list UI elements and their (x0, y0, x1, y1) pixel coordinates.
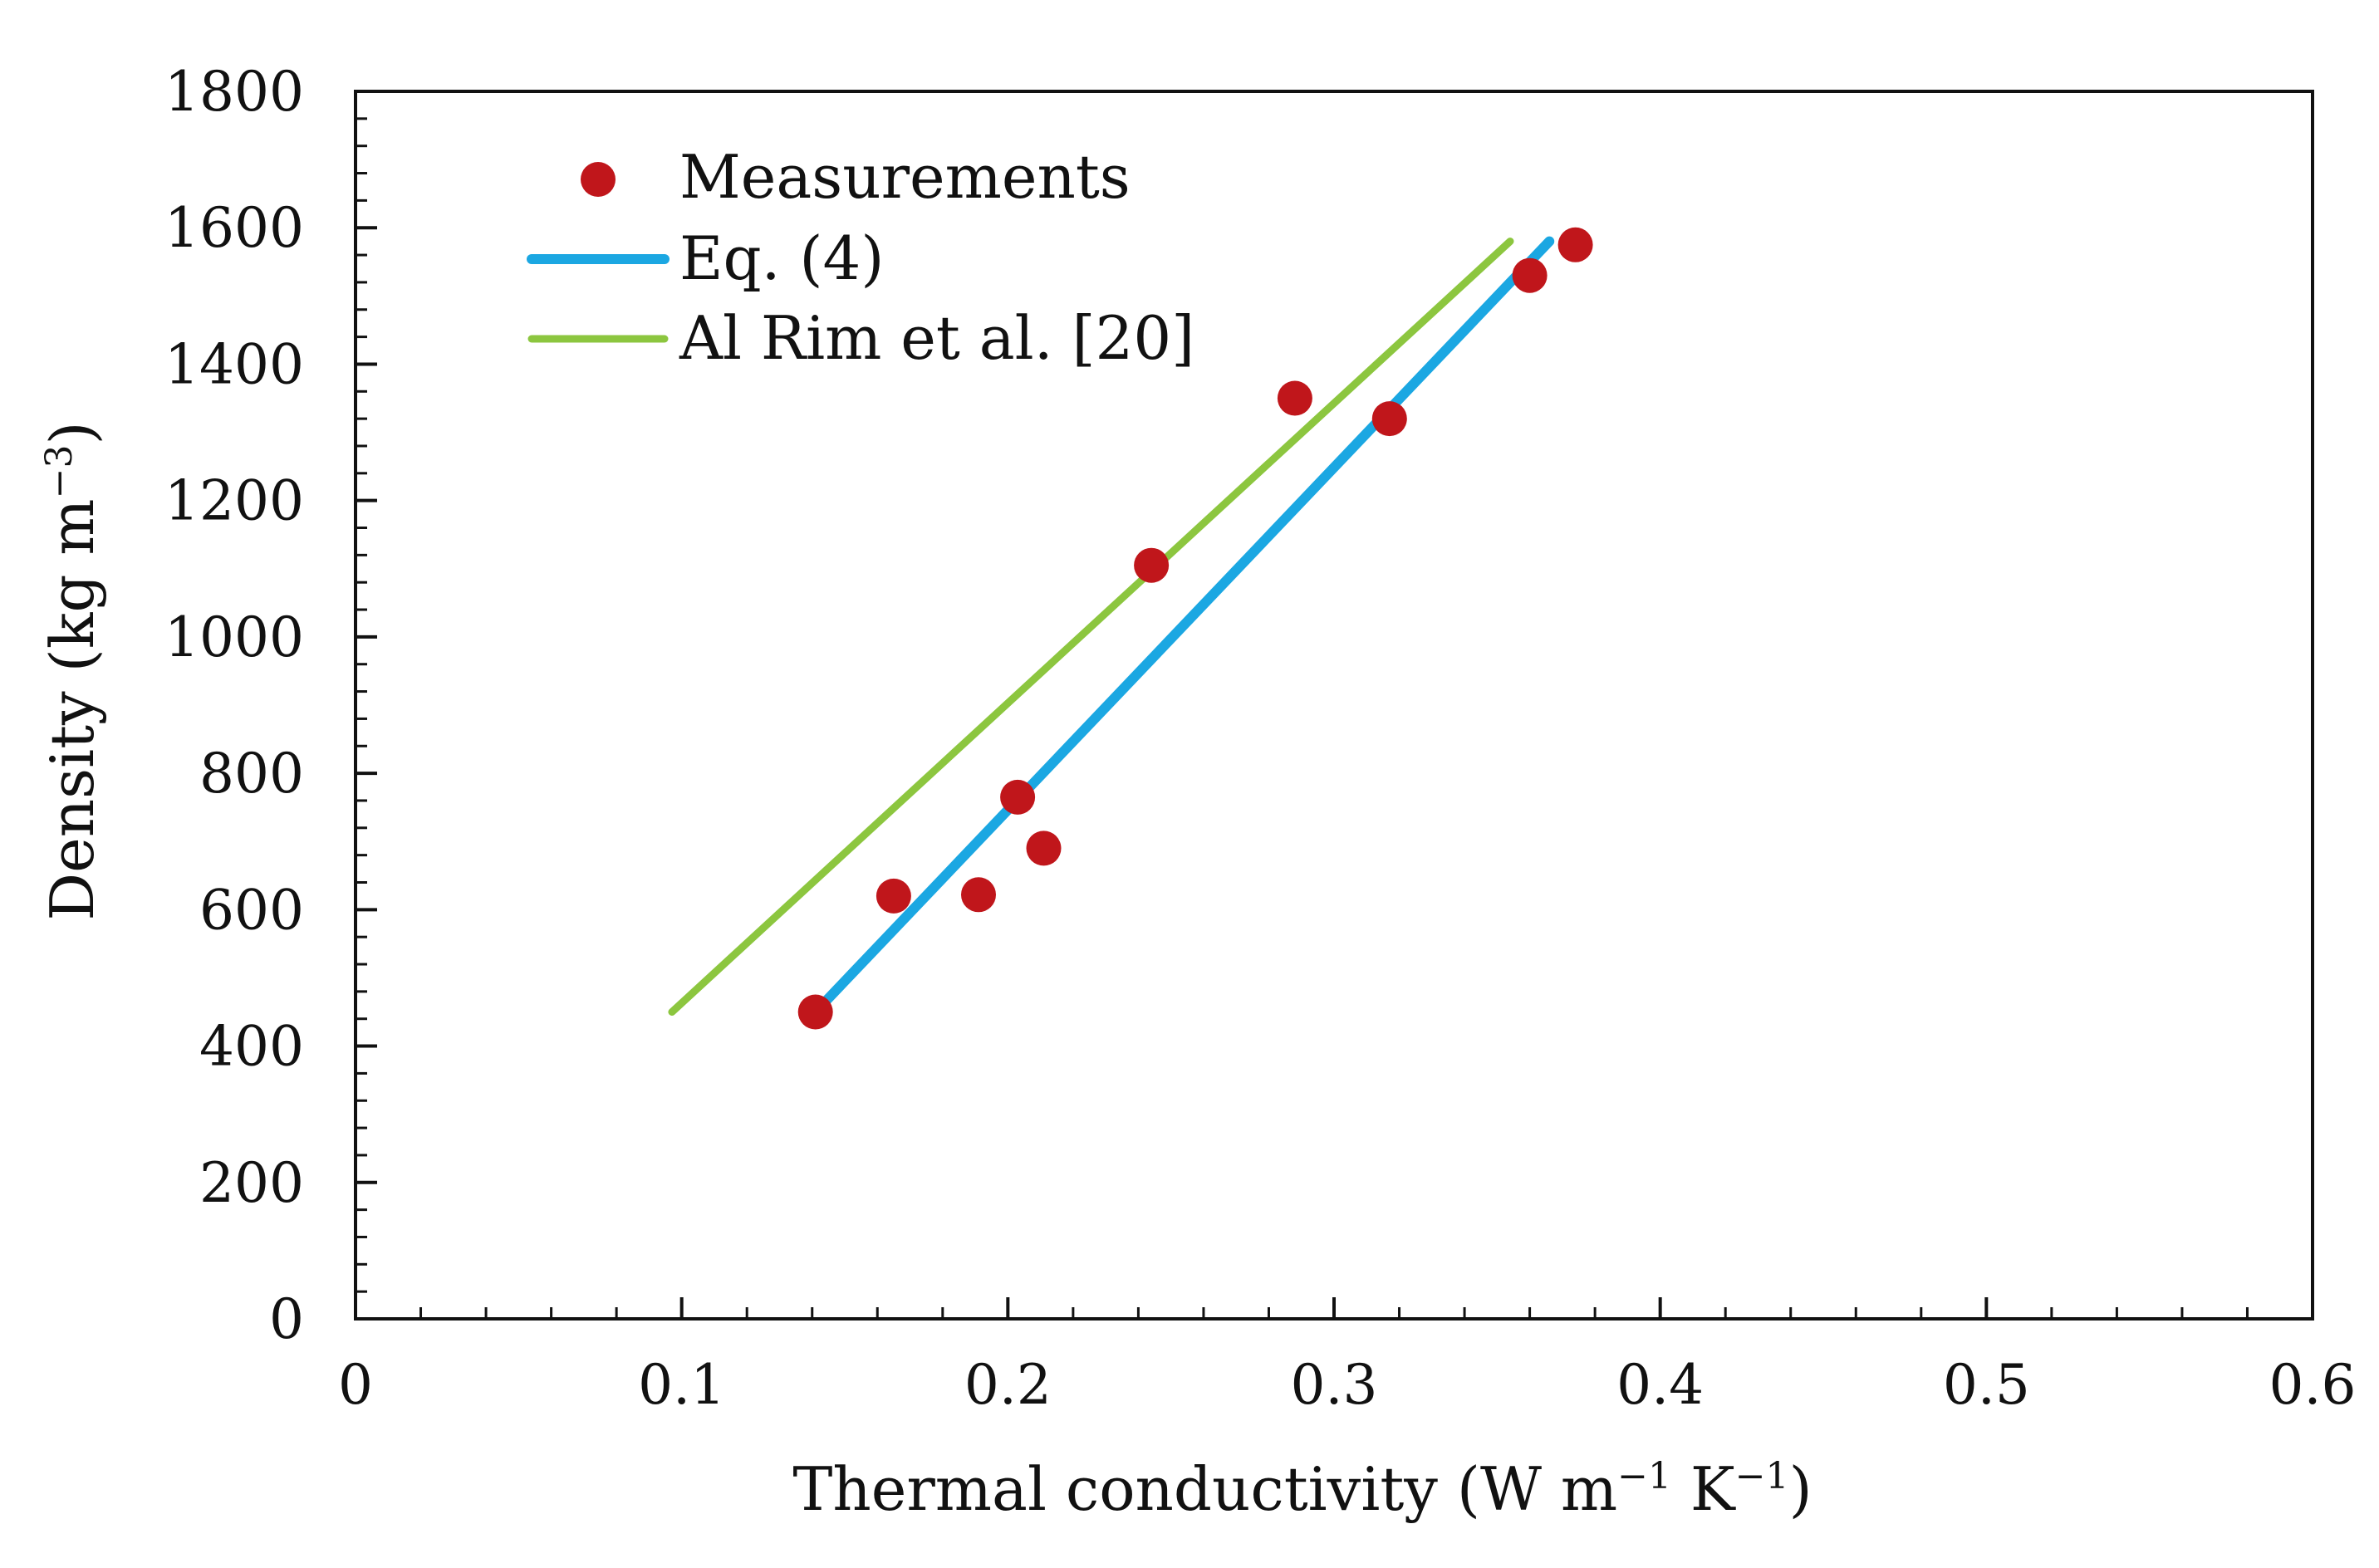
legend-label-al-rim-et-al-20: Al Rim et al. [20] (679, 303, 1194, 373)
legend: Measurements Eq. (4) Al Rim et al. [20] (527, 142, 1194, 373)
minor-ticks (354, 90, 2314, 1321)
legend-marker-measurements (581, 162, 616, 197)
y-tick-label: 600 (199, 878, 304, 942)
plot-area (354, 90, 2314, 1321)
data-point (1371, 401, 1407, 437)
series-line-al-rim-et-al-20 (668, 238, 1514, 1016)
y-axis-title: Density (kg m−3) (37, 421, 107, 920)
x-tick-label: 0.3 (1291, 1353, 1378, 1417)
data-point (1277, 380, 1312, 416)
data-point (961, 877, 996, 913)
series-lines (668, 236, 1555, 1017)
y-tick-label: 1800 (164, 60, 304, 124)
x-tick-label: 0.2 (964, 1353, 1052, 1417)
y-tick-label: 0 (269, 1287, 304, 1351)
y-tick-label: 1200 (164, 469, 304, 533)
y-tick-label: 1600 (164, 196, 304, 260)
data-point (1512, 257, 1548, 293)
legend-label-measurements: Measurements (679, 142, 1131, 212)
data-point (1000, 779, 1036, 815)
data-point (1557, 227, 1593, 262)
x-axis-title: Thermal conductivity (W m−1 K−1) (792, 1454, 1812, 1524)
y-tick-label: 800 (199, 742, 304, 806)
data-point (1134, 547, 1170, 583)
plot-frame (354, 90, 2314, 1321)
legend-label-eq-4: Eq. (4) (679, 223, 884, 293)
x-tick-label: 0 (338, 1353, 373, 1417)
data-point (876, 878, 911, 914)
x-tick-label: 0.4 (1616, 1353, 1704, 1417)
y-tick-label: 400 (199, 1015, 304, 1079)
series-line-eq-4 (810, 236, 1555, 1017)
y-tick-label: 1000 (164, 605, 304, 669)
x-tick-label: 0.1 (638, 1353, 725, 1417)
y-tick-labels: 0 200 400 600 800 1000 1200 1400 1600 1800 (164, 60, 304, 1351)
x-tick-label: 0.6 (2269, 1353, 2357, 1417)
y-tick-label: 200 (199, 1151, 304, 1215)
major-ticks (354, 90, 2314, 1321)
series-points (797, 227, 1593, 1030)
y-tick-label: 1400 (164, 332, 304, 396)
x-tick-label: 0.5 (1943, 1353, 2030, 1417)
data-point (797, 994, 833, 1030)
data-point (1026, 831, 1062, 866)
x-tick-labels: 0 0.1 0.2 0.3 0.4 0.5 0.6 (338, 1353, 2356, 1417)
